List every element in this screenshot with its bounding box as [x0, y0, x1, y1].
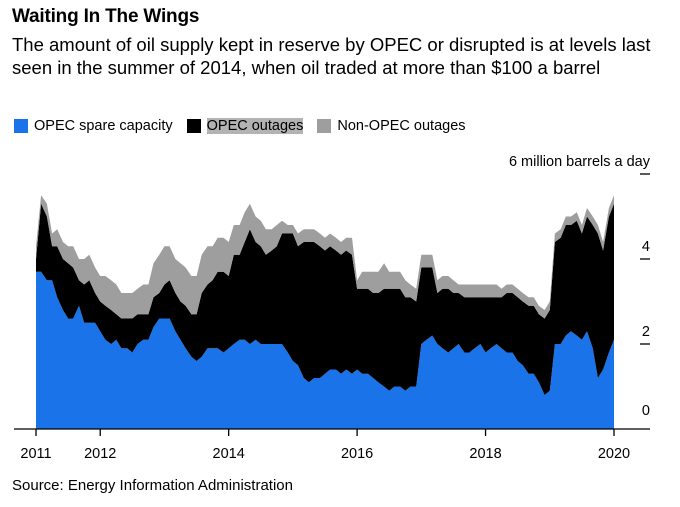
legend-item-non-opec-outages: Non-OPEC outages	[317, 118, 466, 134]
x-tick-label: 2018	[469, 446, 501, 462]
legend: OPEC spare capacity OPEC outages Non-OPE…	[14, 118, 480, 134]
area-layers	[36, 195, 614, 429]
x-tick-label: 2011	[20, 446, 51, 462]
y-tick-label: 2	[642, 324, 650, 340]
x-axis: 2011 2012 2014 2016 2018 2020	[14, 428, 650, 462]
legend-label-opec-spare: OPEC spare capacity	[34, 118, 173, 134]
legend-swatch-non-opec-outages	[317, 119, 332, 133]
x-tick-label: 2012	[84, 446, 116, 462]
legend-swatch-opec-spare	[14, 119, 28, 133]
chart-title: Waiting In The Wings	[12, 6, 200, 27]
source-note: Source: Energy Information Administratio…	[12, 477, 293, 494]
legend-swatch-opec-outages	[186, 119, 201, 133]
chart-subtitle: The amount of oil supply kept in reserve…	[12, 34, 651, 78]
legend-item-opec-spare: OPEC spare capacity	[14, 118, 173, 134]
y-tick-label: 0	[642, 403, 650, 419]
y-axis-labels: 0 2 4 6 million barrels a day	[509, 154, 651, 419]
area-opec-outages	[36, 203, 614, 395]
legend-item-opec-outages: OPEC outages	[186, 118, 304, 134]
x-tick-label: 2014	[213, 446, 245, 462]
legend-label-non-opec-outages: Non-OPEC outages	[337, 118, 466, 134]
area-opec-spare-capacity	[36, 271, 614, 429]
stacked-area-chart: 2011 2012 2014 2016 2018 2020 0 2 4 6 million ba…	[14, 154, 651, 462]
legend-label-opec-outages: OPEC outages	[206, 118, 304, 134]
y-tick-label: 4	[642, 239, 650, 255]
x-tick-label: 2020	[598, 446, 630, 462]
x-tick-label: 2016	[341, 446, 373, 462]
y-tick-label: 6 million barrels a day	[509, 154, 651, 170]
area-non-opec-outages	[36, 195, 614, 319]
